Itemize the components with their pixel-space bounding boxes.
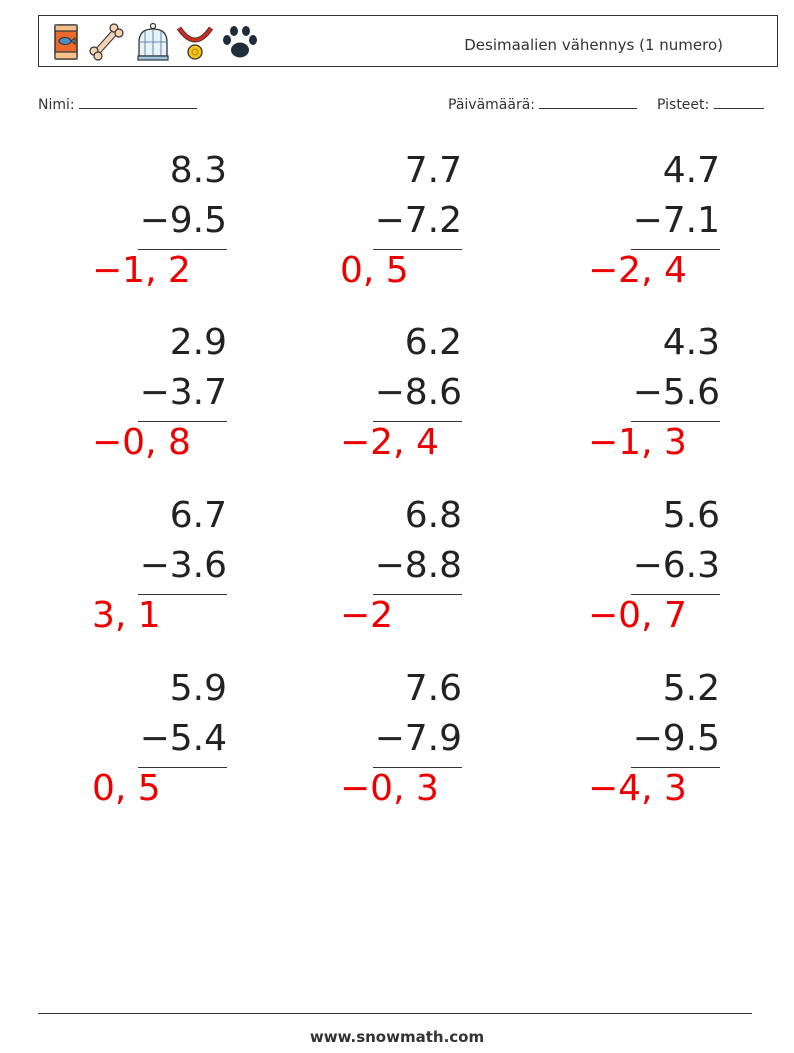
subtrahend: −7.9 — [374, 718, 462, 759]
footer-site: www.snowmath.com — [309, 1028, 485, 1046]
answer: −0, 8 — [92, 422, 191, 463]
answer-rule — [372, 249, 462, 250]
minuend: 6.2 — [404, 322, 462, 363]
minuend: 6.7 — [169, 495, 227, 536]
minuend: 4.7 — [662, 150, 720, 191]
subtrahend: −6.3 — [632, 545, 720, 586]
date-field[interactable]: Päivämäärä: — [448, 94, 638, 113]
minuend: 7.6 — [404, 668, 462, 709]
answer-rule — [630, 594, 720, 595]
subtrahend: −8.8 — [374, 545, 462, 586]
score-field[interactable]: Pisteet: — [657, 94, 764, 113]
date-label: Päivämäärä: — [448, 97, 535, 113]
minuend: 7.7 — [404, 150, 462, 191]
subtrahend: −9.5 — [632, 718, 720, 759]
problem-8: 6.8 −8.8 −2 — [262, 495, 462, 655]
answer: 0, 5 — [92, 768, 161, 809]
name-field[interactable]: Nimi: — [38, 94, 198, 113]
answer: 0, 5 — [340, 250, 409, 291]
minuend: 5.6 — [662, 495, 720, 536]
answer-rule — [372, 594, 462, 595]
problem-9: 5.6 −6.3 −0, 7 — [520, 495, 720, 655]
name-label: Nimi: — [38, 97, 75, 113]
paw-print-icon — [223, 26, 257, 58]
answer: −2 — [340, 595, 394, 636]
minuend: 4.3 — [662, 322, 720, 363]
bone-icon — [89, 23, 124, 61]
score-label: Pisteet: — [657, 97, 710, 113]
worksheet-header: Desimaalien vähennys (1 numero) — [38, 15, 778, 67]
problem-6: 4.3 −5.6 −1, 3 — [520, 322, 720, 482]
answer-rule — [137, 249, 227, 250]
date-blank[interactable] — [539, 94, 638, 109]
answer: 3, 1 — [92, 595, 161, 636]
answer-rule — [372, 421, 462, 422]
answer-rule — [630, 249, 720, 250]
score-blank[interactable] — [713, 94, 764, 109]
problem-2: 7.7 −7.2 0, 5 — [262, 150, 462, 310]
problem-3: 4.7 −7.1 −2, 4 — [520, 150, 720, 310]
answer-rule — [630, 767, 720, 768]
problem-12: 5.2 −9.5 −4, 3 — [520, 668, 720, 828]
subtrahend: −5.4 — [139, 718, 227, 759]
answer: −2, 4 — [340, 422, 439, 463]
answer: −1, 3 — [588, 422, 687, 463]
answer-rule — [630, 421, 720, 422]
problem-10: 5.9 −5.4 0, 5 — [27, 668, 227, 828]
problem-4: 2.9 −3.7 −0, 8 — [27, 322, 227, 482]
pet-collar-icon — [176, 26, 214, 60]
footer-divider — [38, 1013, 752, 1014]
name-blank[interactable] — [79, 94, 198, 109]
answer-rule — [372, 767, 462, 768]
minuend: 5.2 — [662, 668, 720, 709]
subtrahend: −9.5 — [139, 200, 227, 241]
minuend: 6.8 — [404, 495, 462, 536]
minuend: 5.9 — [169, 668, 227, 709]
minuend: 2.9 — [169, 322, 227, 363]
worksheet-title: Desimaalien vähennys (1 numero) — [464, 36, 723, 54]
answer-rule — [137, 421, 227, 422]
answer: −2, 4 — [588, 250, 687, 291]
subtrahend: −7.1 — [632, 200, 720, 241]
minuend: 8.3 — [169, 150, 227, 191]
problem-5: 6.2 −8.6 −2, 4 — [262, 322, 462, 482]
answer-rule — [137, 767, 227, 768]
problem-7: 6.7 −3.6 3, 1 — [27, 495, 227, 655]
answer-rule — [137, 594, 227, 595]
subtrahend: −3.6 — [139, 545, 227, 586]
answer: −4, 3 — [588, 768, 687, 809]
fish-food-bag-icon — [54, 24, 78, 60]
birdcage-icon — [137, 22, 169, 61]
answer: −0, 7 — [588, 595, 687, 636]
subtrahend: −3.7 — [139, 372, 227, 413]
answer: −1, 2 — [92, 250, 191, 291]
subtrahend: −8.6 — [374, 372, 462, 413]
answer: −0, 3 — [340, 768, 439, 809]
problem-11: 7.6 −7.9 −0, 3 — [262, 668, 462, 828]
subtrahend: −7.2 — [374, 200, 462, 241]
problem-1: 8.3 −9.5 −1, 2 — [27, 150, 227, 310]
subtrahend: −5.6 — [632, 372, 720, 413]
